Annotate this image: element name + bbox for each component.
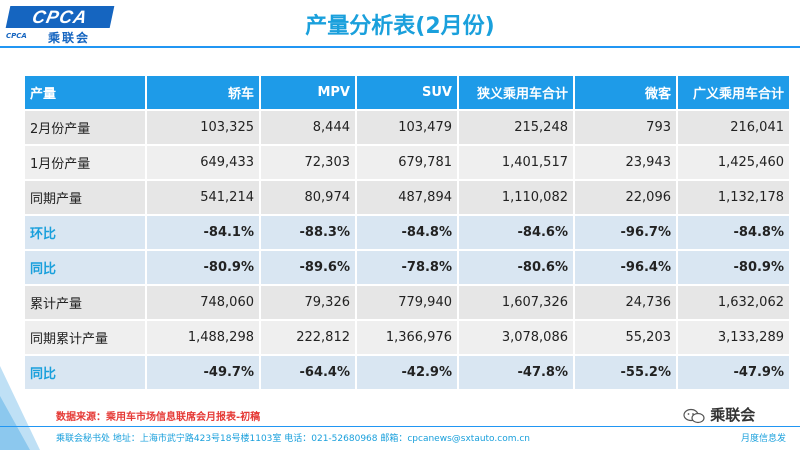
table-cell: -88.3% [261,216,355,249]
footer-contact: 乘联会秘书处 地址：上海市武宁路423号18号楼1103室 电话：021-526… [56,434,531,444]
table-cell: -47.9% [678,356,789,389]
table-cell: 487,894 [357,181,457,214]
logo-sub-text: CPCA [6,32,27,40]
cpca-logo: CPCA CPCA 乘联会 [2,4,120,45]
row-label: 同期累计产量 [25,321,145,354]
row-label: 同比 [25,356,145,389]
table-cell: 1,401,517 [459,146,573,179]
table-cell: -84.8% [678,216,789,249]
table-cell: 1,132,178 [678,181,789,214]
column-header: MPV [261,76,355,109]
table-row: 2月份产量 103,325 8,444 103,479 215,248 793 216,04… [25,111,789,144]
table-row: 同期产量 541,214 80,974 487,894 1,110,082 22,096 1… [25,181,789,214]
table-cell: 1,632,062 [678,286,789,319]
table-cell: 79,326 [261,286,355,319]
table-cell: -89.6% [261,251,355,284]
production-table: 产量 轿车 MPV SUV 狭义乘用车合计 微客 广义乘用车合计 2月份产量 10… [23,74,791,391]
column-header: 狭义乘用车合计 [459,76,573,109]
table-cell: 1,607,326 [459,286,573,319]
table-cell: 748,060 [147,286,259,319]
table-cell: -80.9% [678,251,789,284]
table-cell: 679,781 [357,146,457,179]
table-cell: 72,303 [261,146,355,179]
table-cell: 103,479 [357,111,457,144]
column-header: 广义乘用车合计 [678,76,789,109]
row-label: 环比 [25,216,145,249]
table-cell: -49.7% [147,356,259,389]
table-cell: -96.7% [575,216,676,249]
table-cell: 793 [575,111,676,144]
table-row: 同比 -80.9% -89.6% -78.8% -80.6% -96.4% -80.9% [25,251,789,284]
table-cell: 1,366,976 [357,321,457,354]
table-cell: -84.1% [147,216,259,249]
table-row: 1月份产量 649,433 72,303 679,781 1,401,517 23,943… [25,146,789,179]
table-cell: 1,110,082 [459,181,573,214]
page-title: 产量分析表(2月份) [305,14,495,39]
table-cell: 8,444 [261,111,355,144]
column-header: 产量 [25,76,145,109]
row-label: 同期产量 [25,181,145,214]
row-label: 同比 [25,251,145,284]
footer-divider [0,426,800,427]
row-label: 1月份产量 [25,146,145,179]
column-header: 轿车 [147,76,259,109]
table-cell: -78.8% [357,251,457,284]
table-cell: 24,736 [575,286,676,319]
table-cell: -55.2% [575,356,676,389]
table-cell: -96.4% [575,251,676,284]
table-row: 环比 -84.1% -88.3% -84.8% -84.6% -96.7% -84.8% [25,216,789,249]
table-cell: -80.9% [147,251,259,284]
data-source-note: 数据来源：乘用车市场信息联席会月报表-初稿 [56,412,261,423]
footer: 乘联会秘书处 地址：上海市武宁路423号18号楼1103室 电话：021-526… [0,430,800,450]
header: CPCA CPCA 乘联会 产量分析表(2月份) [0,0,800,48]
table-cell: 80,974 [261,181,355,214]
row-label: 2月份产量 [25,111,145,144]
table-cell: 55,203 [575,321,676,354]
table-cell: 22,096 [575,181,676,214]
header-divider [0,46,800,48]
table-cell: 215,248 [459,111,573,144]
table-cell: 103,325 [147,111,259,144]
table-cell: 1,488,298 [147,321,259,354]
table-cell: -80.6% [459,251,573,284]
column-header: SUV [357,76,457,109]
table-cell: 216,041 [678,111,789,144]
table-cell: 23,943 [575,146,676,179]
table-cell: 1,425,460 [678,146,789,179]
table-cell: -42.9% [357,356,457,389]
table-row: 同比 -49.7% -64.4% -42.9% -47.8% -55.2% -47.9% [25,356,789,389]
logo-chinese-text: 乘联会 [48,31,91,45]
table-cell: 222,812 [261,321,355,354]
corner-decoration [0,366,40,450]
table-cell: 649,433 [147,146,259,179]
table-cell: -64.4% [261,356,355,389]
table-cell: 779,940 [357,286,457,319]
table-cell: -47.8% [459,356,573,389]
wechat-icon [683,408,705,423]
table-cell: 541,214 [147,181,259,214]
table-cell: -84.8% [357,216,457,249]
table-row: 同期累计产量 1,488,298 222,812 1,366,976 3,078,086… [25,321,789,354]
wechat-badge: 乘联会 [683,404,755,425]
table-cell: -84.6% [459,216,573,249]
table-cell: 3,078,086 [459,321,573,354]
table-row: 累计产量 748,060 79,326 779,940 1,607,326 24,736 1… [25,286,789,319]
table-header-row: 产量 轿车 MPV SUV 狭义乘用车合计 微客 广义乘用车合计 [25,76,789,109]
footer-right-label: 月度信息发 [740,434,786,444]
row-label: 累计产量 [25,286,145,319]
wechat-label: 乘联会 [710,406,756,424]
column-header: 微客 [575,76,676,109]
table-cell: 3,133,289 [678,321,789,354]
